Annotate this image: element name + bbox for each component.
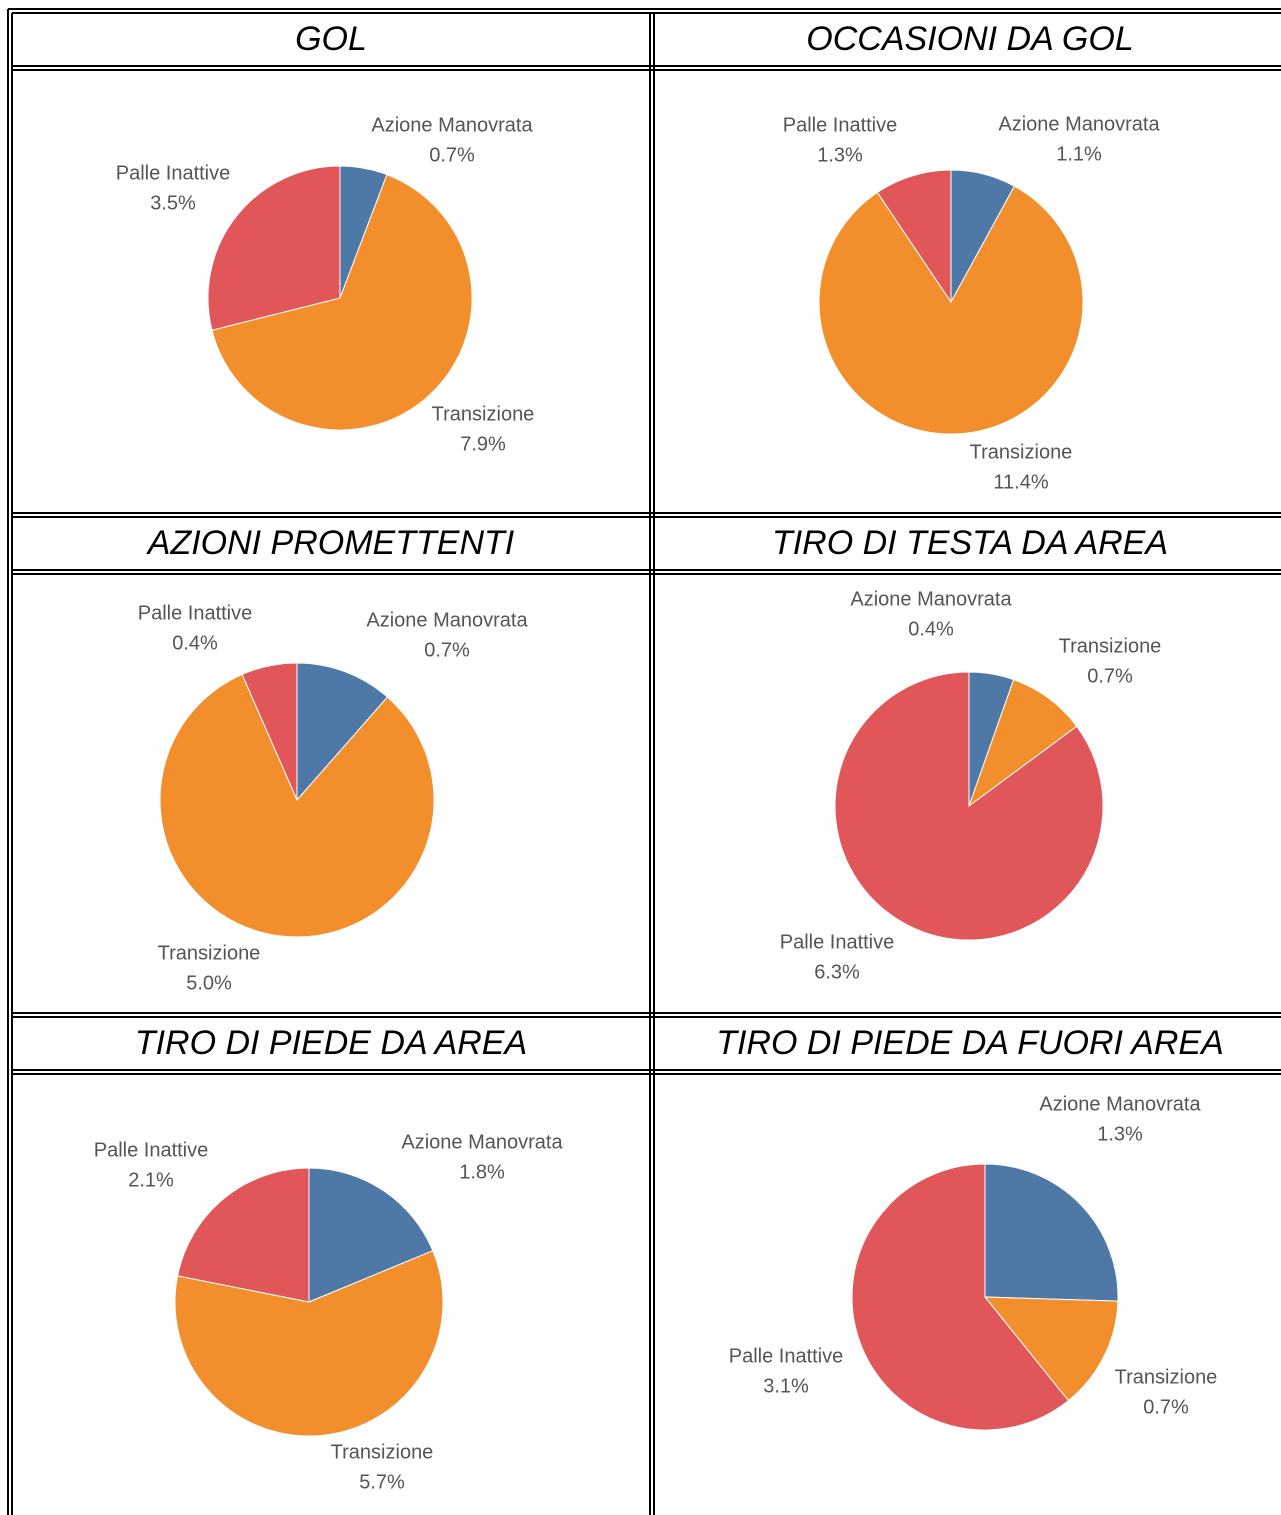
pie-slice — [983, 1296, 1119, 1402]
slice-value: 1.1% — [1056, 143, 1102, 165]
slice-name: Azione Manovrata — [366, 609, 528, 631]
pie-slice — [241, 662, 298, 801]
slice-name: Transizione — [1059, 635, 1162, 657]
slice-value: 7.9% — [460, 433, 506, 455]
slice-name: Palle Inattive — [138, 602, 253, 624]
slice-value: 5.0% — [186, 972, 232, 994]
slice-value: 5.7% — [359, 1471, 405, 1493]
chart-title: AZIONI PROMETTENTI — [146, 524, 515, 562]
slice-value: 0.7% — [424, 639, 470, 661]
slice-name: Azione Manovrata — [371, 114, 533, 136]
pie-slice — [984, 1163, 1119, 1302]
slice-value: 11.4% — [993, 471, 1048, 493]
chart-title: TIRO DI PIEDE DA AREA — [135, 1024, 527, 1062]
pie-slice — [818, 185, 1084, 435]
pie-slice — [176, 1167, 310, 1303]
slice-value: 2.1% — [128, 1169, 174, 1191]
table-grid — [7, 8, 1281, 1515]
slice-name: Azione Manovrata — [1039, 1093, 1201, 1115]
pie-slice — [207, 165, 341, 331]
chart-title: GOL — [295, 20, 367, 58]
slice-value: 0.7% — [1087, 665, 1133, 687]
slice-name: Palle Inattive — [116, 162, 231, 184]
slice-name: Transizione — [432, 403, 535, 425]
chart-title: TIRO DI PIEDE DA FUORI AREA — [716, 1024, 1224, 1062]
pie-slice — [211, 173, 473, 431]
pie-slice — [159, 673, 435, 938]
slice-name: Azione Manovrata — [401, 1131, 563, 1153]
slice-name: Transizione — [331, 1441, 434, 1463]
chart-title: OCCASIONI DA GOL — [806, 20, 1133, 58]
pie-slice — [296, 662, 389, 802]
slice-value: 3.5% — [150, 192, 196, 214]
slice-name: Palle Inattive — [729, 1345, 844, 1367]
slice-name: Transizione — [1115, 1366, 1218, 1388]
pie-slice — [967, 679, 1078, 808]
slice-value: 1.3% — [1097, 1123, 1143, 1145]
pie-slice — [876, 169, 952, 304]
slice-value: 0.7% — [429, 144, 475, 166]
slice-value: 0.7% — [1143, 1396, 1189, 1418]
slice-name: Azione Manovrata — [998, 113, 1160, 135]
pie-slice — [834, 671, 1104, 941]
slice-value: 0.4% — [172, 632, 218, 654]
slice-name: Palle Inattive — [94, 1139, 209, 1161]
pie-slice — [851, 1163, 1070, 1431]
pie-slice — [308, 1167, 434, 1303]
slice-name: Azione Manovrata — [850, 588, 1012, 610]
slice-value: 1.8% — [459, 1161, 505, 1183]
slice-name: Palle Inattive — [780, 931, 895, 953]
chart-title: TIRO DI TESTA DA AREA — [772, 524, 1168, 562]
slice-name: Transizione — [158, 942, 261, 964]
slice-value: 0.4% — [908, 618, 954, 640]
slice-value: 6.3% — [814, 961, 860, 983]
slice-name: Palle Inattive — [783, 114, 898, 136]
pie-slice — [174, 1250, 444, 1437]
slice-value: 1.3% — [817, 144, 863, 166]
slice-name: Transizione — [970, 441, 1073, 463]
slice-value: 3.1% — [763, 1375, 809, 1397]
